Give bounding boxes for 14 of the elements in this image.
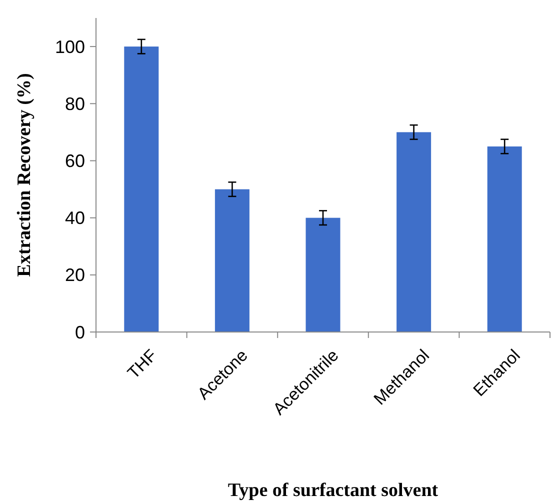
y-tick-label: 20 <box>64 265 85 286</box>
bar <box>124 46 159 332</box>
bar <box>306 218 340 332</box>
y-tick-label: 40 <box>64 208 85 228</box>
x-tick-label: THF <box>124 346 161 383</box>
y-axis-title: Extraction Recovery (%) <box>14 73 35 277</box>
bar <box>396 132 432 332</box>
y-tick-label: 0 <box>74 322 85 342</box>
y-tick-label: 100 <box>54 36 85 57</box>
bar <box>214 189 250 332</box>
y-tick-label: 80 <box>64 94 85 114</box>
bar <box>487 146 522 332</box>
y-tick-label: 60 <box>64 151 85 172</box>
x-axis-title: Type of surfactant solvent <box>228 480 439 501</box>
